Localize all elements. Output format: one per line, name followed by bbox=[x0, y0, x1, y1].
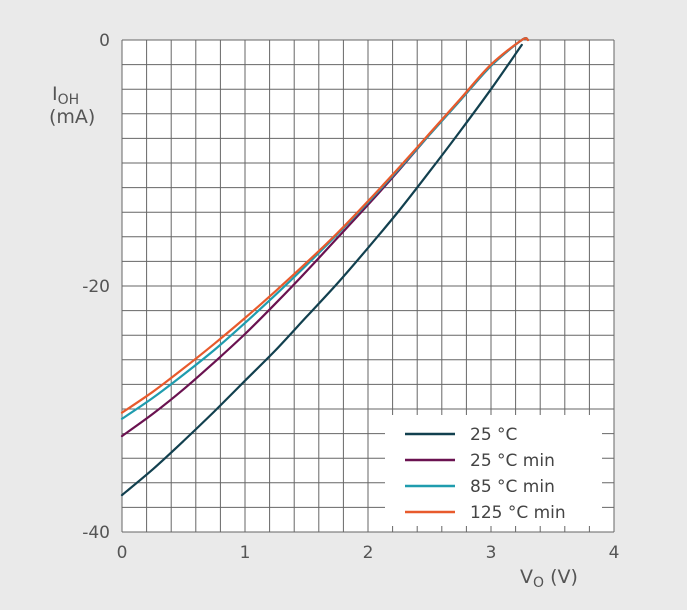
y-axis-title-main: I bbox=[52, 83, 58, 105]
legend-label-2: 85 °C min bbox=[470, 477, 555, 497]
legend-label-1: 25 °C min bbox=[470, 451, 555, 471]
y-tick-label: -20 bbox=[82, 277, 110, 297]
x-tick-label: 2 bbox=[363, 543, 374, 563]
x-tick-label: 0 bbox=[117, 543, 128, 563]
legend-label-0: 25 °C bbox=[470, 425, 517, 445]
y-axis-title: IOH bbox=[52, 83, 79, 108]
y-axis-unit: (mA) bbox=[49, 106, 95, 128]
x-axis-title-unit: (V) bbox=[544, 566, 578, 588]
series-line-3 bbox=[120, 37, 529, 414]
x-axis-title-sub: O bbox=[533, 575, 544, 591]
legend: 25 °C 25 °C min 85 °C min 125 °C min bbox=[385, 415, 602, 526]
y-tick-label: -40 bbox=[82, 523, 110, 543]
tick-labels: 0 1 2 3 4 0 -20 -40 bbox=[82, 31, 619, 563]
series-group bbox=[120, 37, 529, 497]
x-tick-label: 1 bbox=[240, 543, 251, 563]
legend-label-3: 125 °C min bbox=[470, 503, 566, 523]
x-axis-title: VO (V) bbox=[520, 566, 578, 591]
x-tick-label: 4 bbox=[609, 543, 620, 563]
y-axis-title-sub: OH bbox=[58, 92, 80, 108]
y-tick-label: 0 bbox=[99, 31, 110, 51]
x-tick-label: 3 bbox=[486, 543, 497, 563]
x-axis-title-main: V bbox=[520, 566, 533, 588]
series-line-0 bbox=[120, 43, 523, 497]
